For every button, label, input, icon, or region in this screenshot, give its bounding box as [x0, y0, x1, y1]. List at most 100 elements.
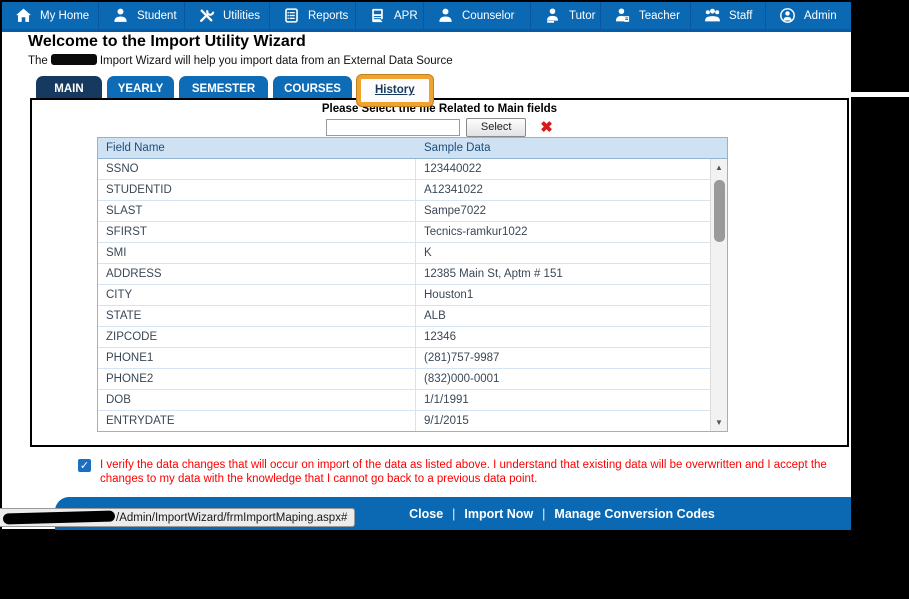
footer-link-separator: | [452, 506, 456, 521]
sample-data-cell: (832)000-0001 [424, 373, 500, 385]
footer-link-separator: | [542, 506, 546, 521]
nav-item-admin[interactable]: Admin [766, 2, 851, 29]
staff-icon [705, 8, 720, 22]
sample-data-cell: 12346 [424, 331, 456, 343]
verification-text: I verify the data changes that will occu… [100, 459, 827, 485]
table-scrollbar[interactable]: ▲ ▼ [710, 159, 727, 431]
apr-icon [372, 8, 384, 23]
nav-item-label: Teacher [639, 9, 680, 22]
nav-item-label: Tutor [569, 9, 596, 22]
field-name-cell: ZIPCODE [98, 327, 416, 347]
field-name-cell: PHONE2 [98, 369, 416, 389]
sample-data-cell: 123440022 [424, 163, 482, 175]
sample-data-cell: 12385 Main St, Aptm # 151 [424, 268, 563, 280]
table-row[interactable]: ADDRESS 12385 Main St, Aptm # 151 [98, 264, 727, 285]
footer-link-manage-conversion-codes[interactable]: Manage Conversion Codes [554, 506, 715, 521]
field-name-cell: SMI [98, 243, 416, 263]
home-icon [16, 8, 31, 22]
tab-yearly[interactable]: YEARLY [107, 76, 174, 102]
sample-data-cell: Tecnics-ramkur1022 [424, 226, 528, 238]
file-select-row: Select ✖ [32, 117, 847, 137]
wizard-panel: Please Select the file Related to Main f… [30, 98, 849, 447]
tab-history[interactable]: History [361, 79, 429, 102]
table-row[interactable]: SMI K [98, 243, 727, 264]
nav-item-label: Utilities [223, 9, 261, 22]
counselor-icon [439, 8, 452, 22]
history-tab-highlight: History [357, 75, 433, 106]
field-name-cell: SFIRST [98, 222, 416, 242]
reports-icon [285, 8, 298, 23]
nav-item-utilities[interactable]: Utilities [185, 2, 270, 29]
table-row[interactable]: SLAST Sampe7022 [98, 201, 727, 222]
table-row[interactable]: ZIPCODE 12346 [98, 327, 727, 348]
sample-data-cell: Sampe7022 [424, 205, 487, 217]
nav-item-label: My Home [40, 9, 90, 22]
table-row[interactable]: STATE ALB [98, 306, 727, 327]
nav-item-teacher[interactable]: Teacher [601, 2, 691, 29]
nav-item-label: Reports [308, 9, 349, 22]
redaction-blob [50, 54, 97, 65]
table-row[interactable]: PHONE1 (281)757-9987 [98, 348, 727, 369]
table-row[interactable]: CITY Houston1 [98, 285, 727, 306]
nav-item-student[interactable]: Student [99, 2, 185, 29]
app-window: My Home Student Utilities Reports APR Counsel… [2, 2, 851, 530]
tab-main[interactable]: MAIN [36, 76, 102, 102]
table-row[interactable]: SFIRST Tecnics-ramkur1022 [98, 222, 727, 243]
utilities-icon [200, 7, 215, 22]
admin-icon [780, 8, 795, 23]
field-name-cell: ADDRESS [98, 264, 416, 284]
edge-artifact-line [851, 92, 909, 97]
top-navbar: My Home Student Utilities Reports APR Counsel… [2, 2, 851, 32]
sample-data-cell: 1/1/1991 [424, 394, 469, 406]
footer-link-import-now[interactable]: Import Now [464, 506, 534, 521]
file-path-input[interactable] [326, 118, 461, 136]
table-body: SSNO 123440022 STUDENTID A12341022 SLAST Samp… [98, 159, 727, 431]
field-name-cell: CITY [98, 285, 416, 305]
footer-link-close[interactable]: Close [409, 506, 444, 521]
sample-data-cell: K [424, 247, 432, 259]
table-row[interactable]: ENTRYDATE 9/1/2015 [98, 411, 727, 431]
tab-courses[interactable]: COURSES [273, 76, 352, 102]
select-file-button[interactable]: Select [466, 117, 527, 137]
column-header-sample-data: Sample Data [424, 142, 491, 154]
teacher-icon [615, 8, 630, 22]
table-row[interactable]: PHONE2 (832)000-0001 [98, 369, 727, 390]
nav-item-reports[interactable]: Reports [270, 2, 356, 29]
table-row[interactable]: STUDENTID A12341022 [98, 180, 727, 201]
column-header-field-name: Field Name [106, 142, 165, 154]
table-row[interactable]: DOB 1/1/1991 [98, 390, 727, 411]
scrollbar-up-icon[interactable]: ▲ [715, 163, 723, 172]
sample-data-cell: 9/1/2015 [424, 415, 469, 427]
file-select-instruction: Please Select the file Related to Main f… [321, 103, 558, 115]
scrollbar-down-icon[interactable]: ▼ [715, 418, 723, 427]
status-redaction-blob [2, 510, 116, 525]
sample-data-cell: Houston1 [424, 289, 474, 301]
tab-semester[interactable]: SEMESTER [179, 76, 268, 102]
status-url-text: /Admin/ImportWizard/frmImportMaping.aspx… [116, 511, 348, 524]
verify-checkbox[interactable]: ✓ [78, 459, 91, 472]
nav-item-apr[interactable]: APR [356, 2, 424, 29]
nav-item-counselor[interactable]: Counselor [424, 2, 531, 29]
sample-data-cell: A12341022 [424, 184, 483, 196]
nav-item-tutor[interactable]: Tutor [531, 2, 601, 29]
scrollbar-thumb[interactable] [714, 180, 725, 242]
page-subtitle: The Import Wizard will help you import da… [28, 54, 453, 67]
table-row[interactable]: SSNO 123440022 [98, 159, 727, 180]
nav-item-staff[interactable]: Staff [691, 2, 766, 29]
nav-item-label: Student [137, 9, 177, 22]
field-name-cell: ENTRYDATE [98, 411, 416, 431]
nav-item-label: Staff [729, 9, 753, 22]
status-url-tooltip: /Admin/ImportWizard/frmImportMaping.aspx… [0, 508, 356, 527]
sample-data-cell: ALB [424, 310, 446, 322]
field-name-cell: SLAST [98, 201, 416, 221]
student-icon [114, 8, 127, 22]
nav-item-label: Admin [804, 9, 837, 22]
page-title: Welcome to the Import Utility Wizard [28, 33, 306, 50]
field-name-cell: SSNO [98, 159, 416, 179]
field-mapping-table: Field Name Sample Data SSNO 123440022 STUD… [97, 137, 728, 432]
nav-item-my-home[interactable]: My Home [2, 2, 99, 29]
field-name-cell: DOB [98, 390, 416, 410]
red-x-icon[interactable]: ✖ [540, 118, 553, 136]
nav-item-label: APR [394, 9, 418, 22]
